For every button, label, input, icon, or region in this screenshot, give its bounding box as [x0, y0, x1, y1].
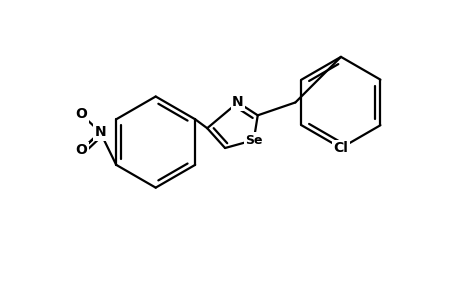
Text: O: O	[75, 143, 87, 157]
Text: Se: Se	[245, 134, 262, 147]
Text: O: O	[75, 107, 87, 121]
Text: Cl: Cl	[333, 141, 347, 155]
Text: N: N	[232, 95, 243, 110]
Text: N: N	[94, 125, 106, 139]
